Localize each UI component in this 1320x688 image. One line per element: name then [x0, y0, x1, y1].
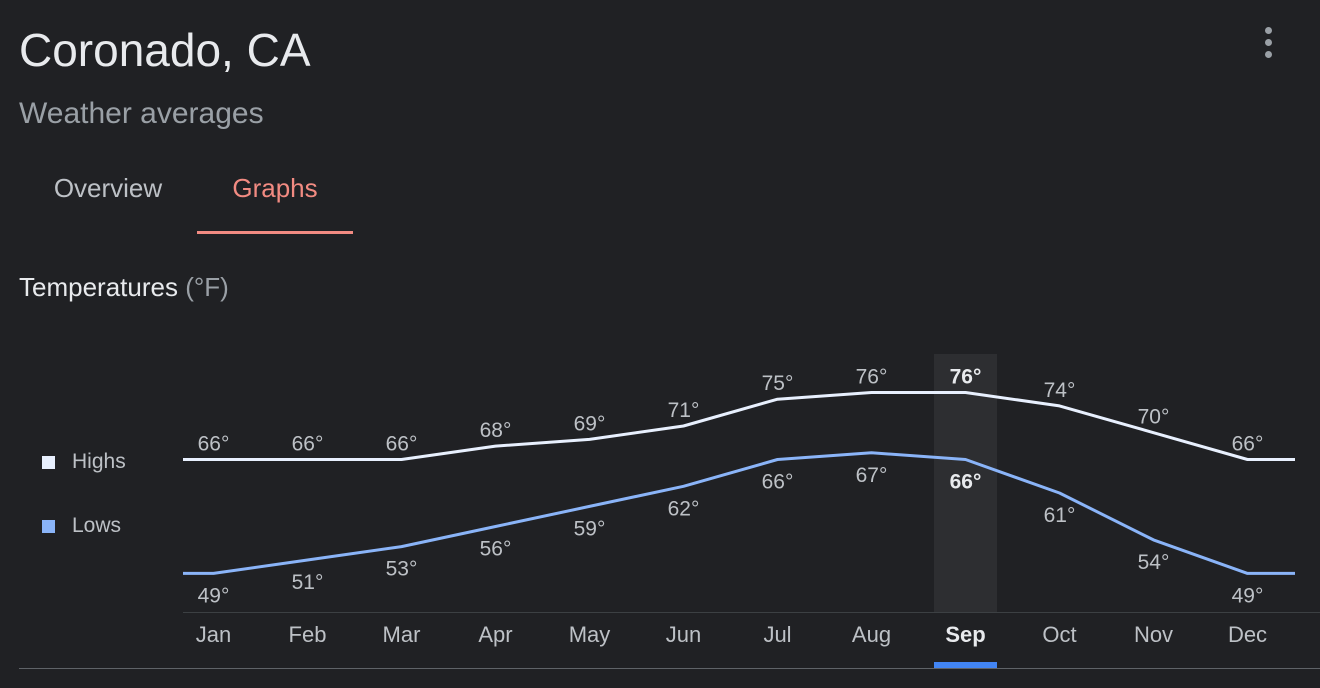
- legend-label-highs: Highs: [72, 450, 126, 473]
- legend-swatch-highs: [42, 455, 55, 469]
- bottom-divider: [19, 668, 1320, 669]
- series-line-highs: [183, 391, 1295, 461]
- data-label-lows-may: 59°: [574, 517, 606, 540]
- data-label-highs-apr: 68°: [480, 419, 512, 442]
- section-title-label: Temperatures: [19, 272, 178, 302]
- legend-item-lows[interactable]: Lows: [42, 514, 121, 538]
- tab-active-indicator: [197, 231, 353, 234]
- data-label-highs-nov: 70°: [1138, 406, 1170, 429]
- data-label-lows-jan: 49°: [198, 584, 230, 607]
- data-label-lows-aug: 67°: [856, 464, 888, 487]
- data-label-highs-feb: 66°: [292, 433, 324, 456]
- data-label-highs-jun: 71°: [668, 399, 700, 422]
- data-label-lows-nov: 54°: [1138, 551, 1170, 574]
- x-tick-label-mar: Mar: [383, 622, 421, 647]
- data-label-highs-aug: 76°: [856, 366, 888, 389]
- x-tick-label-sep: Sep: [945, 622, 985, 647]
- section-title-unit: (°F): [185, 272, 229, 302]
- x-tick-label-jun: Jun: [666, 622, 701, 647]
- x-tick-label-apr: Apr: [478, 622, 512, 647]
- data-label-lows-sep: 66°: [950, 471, 982, 494]
- data-label-highs-jan: 66°: [198, 433, 230, 456]
- data-label-lows-oct: 61°: [1044, 504, 1076, 527]
- data-label-lows-jul: 66°: [762, 471, 794, 494]
- series-line-lows: [183, 451, 1295, 575]
- data-label-highs-dec: 66°: [1232, 433, 1264, 456]
- legend-label-lows: Lows: [72, 514, 122, 537]
- page-title: Coronado, CA: [19, 24, 311, 76]
- data-label-highs-oct: 74°: [1044, 379, 1076, 402]
- data-label-lows-feb: 51°: [292, 571, 324, 594]
- x-tick-label-aug: Aug: [852, 622, 891, 647]
- x-tick-label-jul: Jul: [763, 622, 791, 647]
- legend-swatch-lows: [42, 519, 55, 533]
- x-tick-label-jan: Jan: [196, 622, 231, 647]
- data-label-highs-mar: 66°: [386, 433, 418, 456]
- data-label-lows-jun: 62°: [668, 497, 700, 520]
- x-tick-label-feb: Feb: [289, 622, 327, 647]
- data-label-highs-sep: 76°: [950, 366, 982, 389]
- tab-overview[interactable]: Overview: [53, 173, 163, 203]
- data-label-lows-dec: 49°: [1232, 584, 1264, 607]
- x-tick-label-oct: Oct: [1042, 622, 1076, 647]
- x-tick-label-nov: Nov: [1134, 622, 1173, 647]
- data-label-highs-may: 69°: [574, 412, 606, 435]
- more-vert-icon[interactable]: [1252, 22, 1284, 62]
- selected-month-marker: [934, 662, 997, 668]
- x-tick-label-may: May: [569, 622, 611, 647]
- legend-item-highs[interactable]: Highs: [42, 450, 126, 474]
- page-subtitle: Weather averages: [19, 97, 264, 130]
- data-label-lows-mar: 53°: [386, 558, 418, 581]
- section-title: Temperatures (°F): [19, 270, 229, 304]
- tab-graphs[interactable]: Graphs: [232, 173, 318, 203]
- data-label-lows-apr: 56°: [480, 538, 512, 561]
- x-tick-label-dec: Dec: [1228, 622, 1267, 647]
- data-label-highs-jul: 75°: [762, 372, 794, 395]
